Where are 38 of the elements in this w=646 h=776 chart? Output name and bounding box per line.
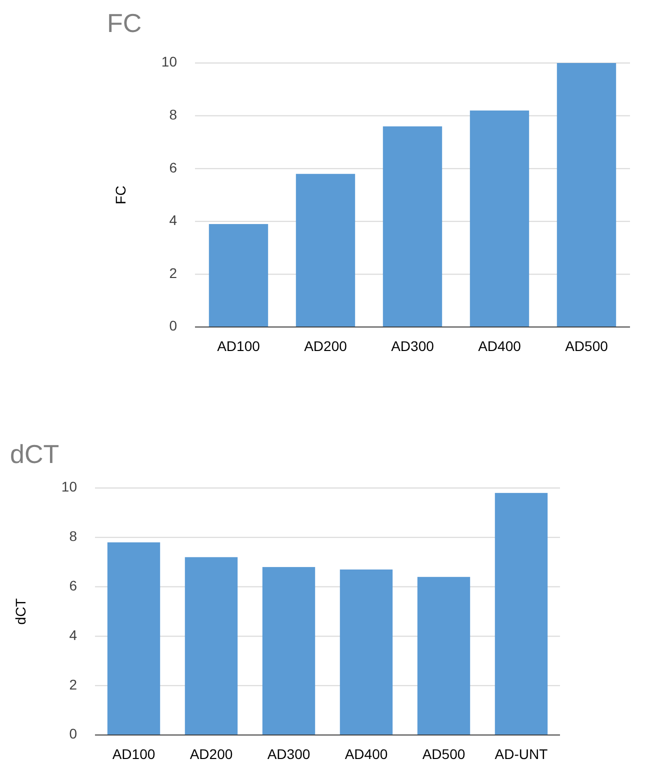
bar <box>340 570 393 735</box>
x-tick-label: AD100 <box>112 746 156 762</box>
y-axis-title: dCT <box>12 598 29 625</box>
x-tick-label: AD200 <box>304 338 348 354</box>
x-tick-label: AD300 <box>391 338 434 354</box>
x-tick-label: AD400 <box>344 746 388 762</box>
y-tick-label: 6 <box>69 578 78 594</box>
chart-title: dCT <box>10 439 60 469</box>
y-tick-label: 0 <box>169 318 178 334</box>
bar <box>208 224 268 327</box>
bar <box>494 492 548 735</box>
bar <box>417 576 470 735</box>
bar <box>262 567 316 735</box>
y-tick-label: 4 <box>69 626 78 643</box>
y-tick-label: 6 <box>169 159 178 176</box>
x-tick-label: AD500 <box>565 338 608 354</box>
y-tick-label: 8 <box>69 528 78 544</box>
y-tick-label: 10 <box>61 478 78 495</box>
y-tick-label: 0 <box>69 726 78 742</box>
bar <box>107 542 160 735</box>
x-tick-label: AD-UNT <box>494 746 548 762</box>
chart-title: FC <box>107 8 142 38</box>
x-tick-label: AD200 <box>190 746 233 762</box>
x-tick-label: AD100 <box>217 338 260 354</box>
y-tick-label: 10 <box>161 54 178 70</box>
bar <box>382 126 442 327</box>
bar <box>556 63 616 327</box>
bar <box>470 110 530 327</box>
x-tick-label: AD300 <box>267 746 310 762</box>
y-tick-label: 2 <box>69 676 78 692</box>
y-axis-title: FC <box>112 186 129 204</box>
y-tick-label: 4 <box>169 212 178 228</box>
x-tick-label: AD400 <box>478 338 522 354</box>
y-tick-label: 2 <box>169 264 178 281</box>
bar <box>296 174 356 327</box>
x-tick-label: AD500 <box>422 746 466 762</box>
y-tick-label: 8 <box>169 106 178 123</box>
bar <box>184 557 238 735</box>
